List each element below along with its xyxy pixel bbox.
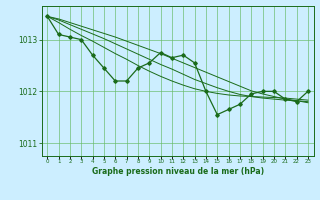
X-axis label: Graphe pression niveau de la mer (hPa): Graphe pression niveau de la mer (hPa): [92, 167, 264, 176]
